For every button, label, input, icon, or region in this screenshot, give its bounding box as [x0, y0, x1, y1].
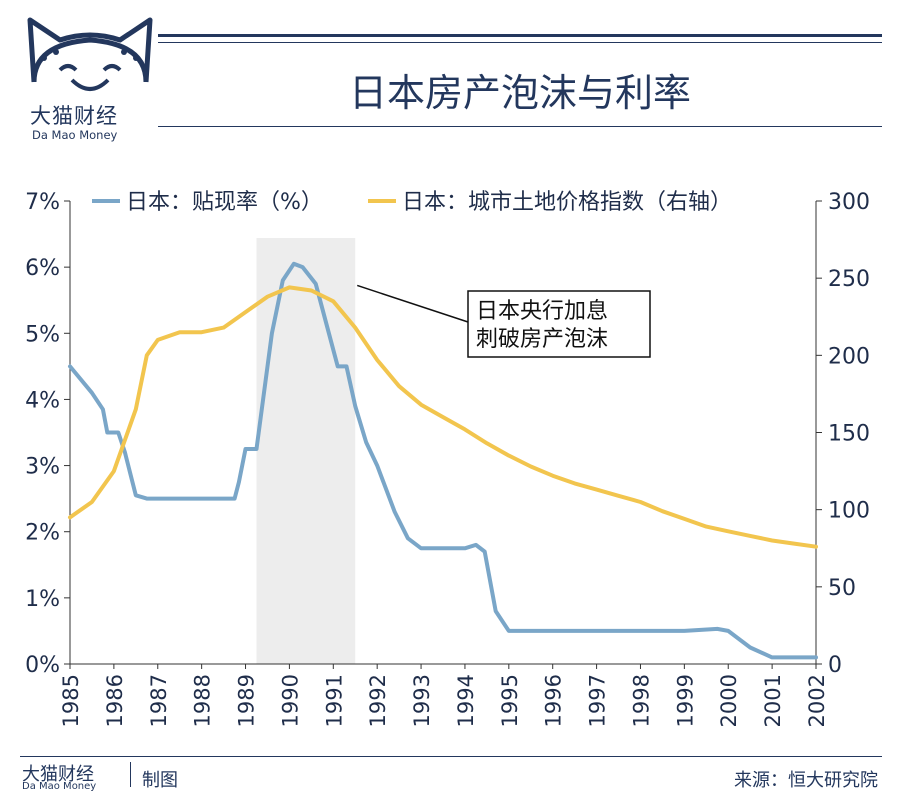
x-tick-label: 1993 [410, 674, 434, 727]
shaded-region [256, 238, 356, 664]
x-tick-label: 2002 [805, 674, 829, 727]
y-right-tick-label: 50 [828, 576, 856, 601]
footer-separator [130, 762, 131, 787]
y-right-tick-label: 300 [828, 190, 870, 215]
logo-brand-en: Da Mao Money [32, 128, 118, 142]
footer-rule [20, 756, 882, 757]
y-right-tick-label: 150 [828, 422, 870, 447]
y-left-tick-label: 3% [25, 455, 60, 480]
y-left-tick-label: 4% [25, 388, 60, 413]
y-left-tick-label: 6% [25, 256, 60, 281]
legend-label-rate: 日本：贴现率（%） [126, 190, 323, 215]
x-tick-label: 1994 [454, 674, 478, 727]
footer-made-label: 制图 [142, 770, 178, 791]
x-tick-label: 1987 [147, 674, 171, 727]
y-left-tick-label: 7% [25, 190, 60, 215]
logo-brand-cn: 大猫财经 [30, 104, 118, 128]
x-tick-label: 1989 [235, 674, 259, 727]
annotation-text-line: 刺破房产泡沫 [476, 327, 608, 352]
x-tick-label: 1999 [673, 674, 697, 727]
y-left-tick-label: 0% [25, 653, 60, 678]
x-tick-label: 1997 [586, 674, 610, 727]
x-tick-label: 1991 [322, 674, 346, 727]
annotation-leader-line [357, 284, 469, 323]
x-tick-label: 2000 [717, 674, 741, 727]
x-tick-label: 1986 [103, 674, 127, 727]
x-tick-label: 1996 [542, 674, 566, 727]
y-right-tick-label: 200 [828, 344, 870, 369]
header-rule-bottom [158, 126, 882, 127]
legend-label-land: 日本：城市土地价格指数（右轴） [402, 190, 732, 215]
header-rule-top-thin [158, 42, 882, 43]
y-left-tick-label: 5% [25, 322, 60, 347]
x-tick-label: 1998 [629, 674, 653, 727]
y-left-tick-label: 2% [25, 521, 60, 546]
x-tick-label: 1992 [366, 674, 390, 727]
annotation-box [467, 290, 651, 358]
x-tick-label: 1988 [191, 674, 215, 727]
x-tick-label: 1995 [498, 674, 522, 727]
page-title: 日本房产泡沫与利率 [348, 71, 691, 115]
discount-rate-line [68, 261, 818, 660]
x-tick-label: 1985 [59, 674, 83, 727]
cat-logo-icon [27, 17, 153, 91]
x-tick-label: 1990 [278, 674, 302, 727]
y-right-tick-label: 100 [828, 499, 870, 524]
y-right-tick-label: 0 [828, 653, 842, 678]
footer-source: 来源：恒大研究院 [734, 770, 878, 791]
land-price-index-line [68, 285, 818, 549]
header-rule-top-thick [158, 34, 882, 37]
annotation-text-line: 日本央行加息 [476, 299, 608, 324]
footer-brand-cn: 大猫财经 [22, 764, 94, 785]
y-right-tick-label: 250 [828, 267, 870, 292]
y-left-tick-label: 1% [25, 587, 60, 612]
x-tick-label: 2001 [761, 674, 785, 727]
